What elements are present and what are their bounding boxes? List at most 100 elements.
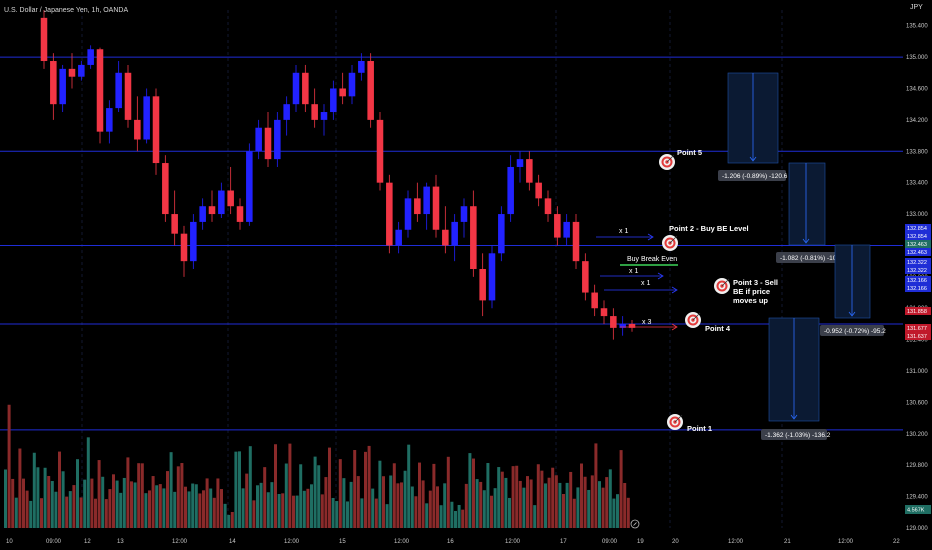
- volume-bar: [43, 467, 47, 528]
- volume-bar: [209, 488, 213, 528]
- volume-bar: [619, 450, 623, 528]
- replay-icon[interactable]: [630, 519, 640, 529]
- candle: [544, 190, 552, 222]
- price-tick: 134.600: [906, 86, 928, 92]
- volume-bar: [86, 437, 90, 528]
- candle: [236, 198, 244, 230]
- measure-boxes: -1.206 (-0.89%) -120.6 -1.082 (-0.81%) -…: [718, 72, 886, 440]
- volume-bar: [497, 467, 501, 528]
- volume-bar: [40, 498, 43, 528]
- volume-bar: [263, 467, 267, 528]
- candle: [190, 214, 197, 269]
- volume-bar: [90, 478, 94, 528]
- volume-bar: [526, 476, 529, 528]
- measure-label-4: -1.362 (-1.03%) -136.2: [765, 432, 831, 439]
- time-tick: 16: [447, 539, 454, 545]
- candle: [591, 284, 598, 317]
- volume-bar: [626, 497, 630, 528]
- target-icon[interactable]: [662, 235, 678, 251]
- volume-bar: [169, 452, 173, 528]
- candle: [124, 64, 132, 128]
- volume-bar: [166, 471, 169, 528]
- volume-bar: [551, 467, 555, 528]
- volume-bar: [184, 486, 187, 528]
- price-tags: 132.854 132.854 132.463 132.463 132.322 132.3…: [905, 224, 931, 340]
- point2-label: Point 2 - Buy BE Level: [669, 224, 749, 233]
- point3-label-line1: Point 3 - Sell: [733, 278, 778, 287]
- candle: [162, 155, 169, 222]
- volume-bar: [328, 447, 331, 528]
- volume-bar: [353, 450, 357, 528]
- measure-label-1: -1.206 (-0.89%) -120.6: [722, 173, 788, 180]
- measure-box-3[interactable]: [834, 244, 871, 319]
- candle: [414, 182, 421, 222]
- volume-bar: [61, 471, 65, 528]
- point1-label: Point 1: [687, 424, 712, 433]
- candle: [208, 190, 216, 222]
- volume-bar: [76, 459, 79, 528]
- volume-bar: [403, 470, 407, 528]
- measure-label-3: -0.952 (-0.72%) -95.2: [824, 328, 886, 335]
- volume-bar: [119, 492, 123, 528]
- volume-bar: [158, 484, 162, 528]
- candle: [470, 190, 477, 277]
- volume-bar: [410, 486, 414, 528]
- measure-box-2[interactable]: [788, 162, 826, 246]
- volume-bar: [241, 488, 245, 528]
- volume-bar: [47, 476, 51, 528]
- target-icon[interactable]: [685, 312, 701, 328]
- svg-text:132.463: 132.463: [907, 242, 927, 248]
- volume-bar: [468, 453, 472, 528]
- volume-bar: [601, 487, 605, 528]
- target-icon[interactable]: [714, 278, 730, 294]
- candle: [563, 214, 570, 246]
- volume-bar: [50, 481, 54, 528]
- volume-bar: [162, 488, 166, 528]
- volume-bar: [234, 451, 238, 528]
- target-icon[interactable]: [667, 414, 683, 430]
- volume-bar: [32, 452, 36, 528]
- volume-bar: [529, 479, 533, 528]
- time-tick: 12: [84, 539, 91, 545]
- candle: [488, 245, 496, 309]
- candle: [498, 206, 505, 262]
- volume-bar: [565, 482, 569, 528]
- price-tick: 131.400: [906, 338, 928, 344]
- volume-bar: [115, 480, 119, 528]
- price-tick: 135.000: [906, 55, 928, 61]
- candle: [554, 206, 561, 246]
- volume-bar: [576, 487, 580, 528]
- candle: [358, 53, 365, 81]
- volume-bar: [389, 475, 393, 528]
- volume-bar: [277, 493, 281, 528]
- candle: [516, 151, 524, 183]
- volume-bar: [616, 494, 619, 528]
- time-tick: 19: [637, 539, 644, 545]
- candle: [171, 190, 178, 246]
- time-tick: 14: [229, 539, 236, 545]
- volume-bar: [558, 482, 562, 528]
- candle: [582, 253, 589, 301]
- candle: [395, 221, 402, 254]
- buy-break-even-label: Buy Break Even: [627, 256, 677, 263]
- time-tick: 09:00: [46, 539, 62, 545]
- volume-bar: [72, 485, 76, 528]
- target-icon[interactable]: [659, 154, 675, 170]
- candle: [330, 80, 337, 120]
- price-tag: 132.166: [905, 276, 931, 284]
- volume-bar: [284, 463, 288, 528]
- volume-bar: [605, 477, 609, 528]
- measure-label-bg-2: [776, 252, 840, 263]
- time-axis[interactable]: 10 09:00 12 13 12:00 14 12:00 15 12:00 16 12:00 17 0…: [6, 539, 900, 545]
- volume-bar: [122, 477, 126, 528]
- time-tick: 12:00: [728, 539, 744, 545]
- candle: [152, 88, 160, 175]
- volume-bar: [137, 463, 141, 528]
- time-tick: 12:00: [394, 539, 410, 545]
- volume-bar: [227, 514, 231, 528]
- volume-bar: [562, 493, 565, 528]
- candle: [106, 100, 113, 144]
- candle: [40, 10, 48, 69]
- volume-bar: [252, 500, 256, 528]
